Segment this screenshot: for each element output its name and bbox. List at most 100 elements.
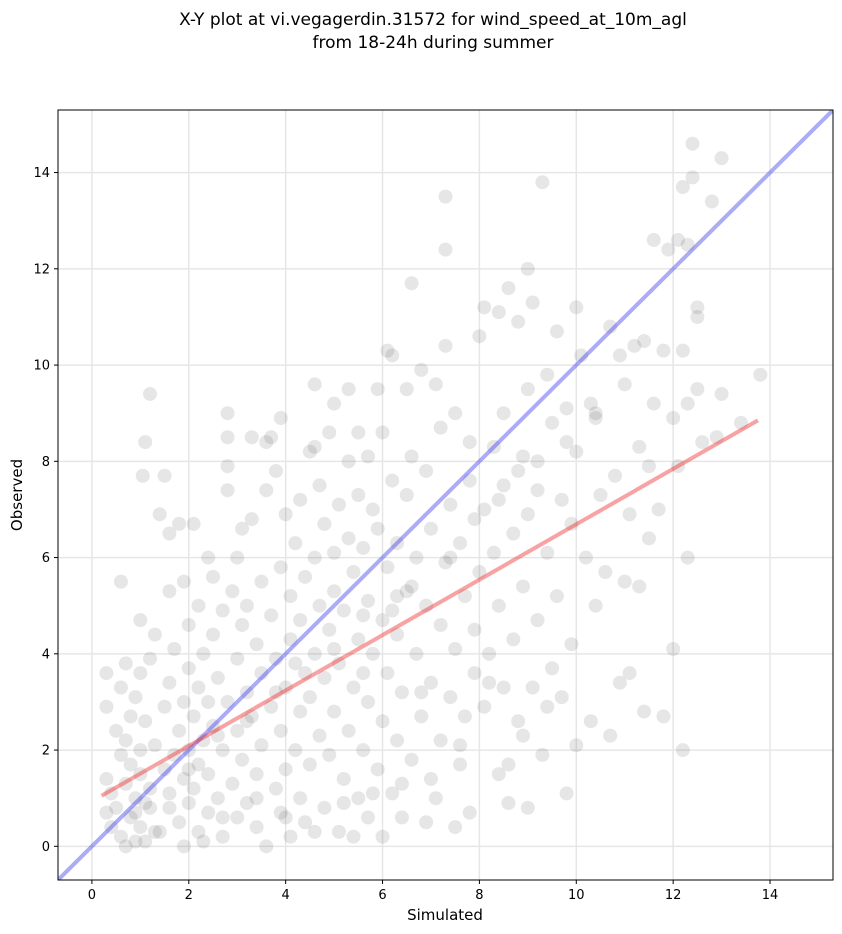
scatter-point [491, 305, 506, 320]
scatter-point [206, 569, 220, 584]
plot-frame [57, 109, 834, 881]
scatter-point [486, 439, 501, 454]
scatter-point [385, 348, 400, 363]
scatter-point [385, 603, 400, 618]
scatter-point [520, 800, 535, 815]
scatter-point [690, 309, 705, 324]
scatter-point [414, 709, 429, 724]
scatter-point [351, 425, 366, 440]
scatter-point [118, 656, 133, 671]
scatter-point [438, 338, 453, 353]
scatter-point [491, 767, 506, 782]
scatter-point [520, 261, 535, 276]
scatter-point [564, 637, 579, 652]
scatter-point [191, 824, 206, 839]
scatter-point [482, 646, 497, 661]
scatter-point [467, 622, 482, 637]
scatter-point [588, 406, 603, 421]
scatter-point [656, 343, 671, 358]
scatter-point [109, 723, 124, 738]
scatter-point [501, 796, 516, 810]
scatter-point [239, 796, 254, 810]
scatter-point [569, 738, 584, 753]
scatter-point [453, 536, 468, 551]
scatter-point [622, 666, 637, 681]
scatter-point [356, 608, 371, 623]
scatter-point [322, 747, 337, 762]
scatter-point [317, 670, 332, 685]
y-tick-label: 14 [33, 166, 50, 181]
grid [58, 110, 833, 880]
scatter-point [525, 295, 540, 310]
scatter-point [598, 565, 613, 579]
scatter-point [704, 194, 719, 209]
scatter-point [123, 757, 138, 772]
scatter-point [559, 401, 574, 416]
scatter-point [559, 435, 574, 450]
scatter-point [118, 733, 133, 748]
scatter-point [578, 550, 593, 565]
scatter-point [491, 492, 506, 507]
scatter-point [341, 723, 356, 738]
scatter-point [307, 646, 322, 661]
scatter-point [346, 829, 361, 844]
scatter-point [143, 800, 158, 815]
scatter-point [230, 550, 245, 565]
scatter-point [511, 463, 526, 478]
scatter-point [327, 642, 342, 656]
scatter-point [210, 728, 225, 743]
scatter-point [181, 743, 196, 758]
y-axis-label: Observed [8, 459, 26, 531]
scatter-point [143, 781, 158, 796]
scatter-point [496, 680, 511, 695]
scatter-point [370, 382, 385, 397]
scatter-point [554, 690, 569, 705]
scatter-point [709, 430, 724, 445]
scatter-point [496, 478, 511, 493]
scatter-point [278, 680, 293, 695]
scatter-point [453, 757, 468, 772]
scatter-point [312, 728, 327, 743]
scatter-point [356, 666, 371, 681]
scatter-point [186, 516, 201, 531]
axis-ticks: 0 2 4 6 8 10 12 14 0 2 4 6 8 10 12 14 [33, 166, 778, 903]
scatter-point [128, 805, 143, 820]
scatter-point [99, 699, 114, 714]
scatter-point [356, 540, 371, 555]
scatter-point [133, 613, 148, 628]
scatter-point [516, 579, 530, 594]
y-tick-label: 6 [42, 551, 50, 566]
scatter-point [574, 348, 589, 363]
scatter-point [181, 617, 196, 632]
scatter-point [147, 627, 162, 642]
scatter-point [264, 430, 279, 445]
scatter-point [390, 589, 405, 604]
x-tick-label: 12 [665, 888, 682, 903]
scatter-point [288, 743, 303, 758]
scatter-point [666, 411, 681, 425]
scatter-point [235, 617, 250, 632]
scatter-point [637, 704, 652, 719]
scatter-point [733, 415, 748, 430]
scatter-point [361, 810, 375, 825]
scatter-point [157, 699, 172, 714]
scatter-point [113, 747, 128, 762]
scatter-point [273, 411, 288, 425]
scatter-point [559, 786, 574, 801]
scatter-point [172, 723, 187, 738]
scatter-point [545, 661, 560, 676]
scatter-point [133, 820, 148, 835]
y-tick-label: 2 [42, 744, 50, 759]
scatter-point [448, 820, 463, 835]
scatter-point [288, 656, 303, 671]
scatter-point [298, 815, 313, 830]
scatter-point [714, 386, 729, 401]
scatter-point [123, 709, 138, 724]
scatter-point [225, 584, 240, 599]
scatter-point [225, 776, 240, 791]
scatter-point [477, 300, 492, 315]
scatter-point [569, 444, 584, 459]
scatter-point [327, 396, 342, 411]
scatter-point [462, 805, 477, 820]
scatter-point [128, 690, 143, 705]
